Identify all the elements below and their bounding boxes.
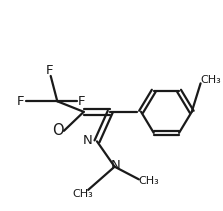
Text: F: F	[46, 64, 53, 77]
Text: O: O	[53, 123, 64, 138]
Text: CH₃: CH₃	[72, 189, 93, 199]
Text: CH₃: CH₃	[138, 176, 159, 187]
Text: CH₃: CH₃	[200, 75, 221, 85]
Text: F: F	[78, 95, 86, 108]
Text: N: N	[111, 159, 121, 172]
Text: F: F	[17, 95, 25, 108]
Text: N: N	[83, 134, 93, 147]
